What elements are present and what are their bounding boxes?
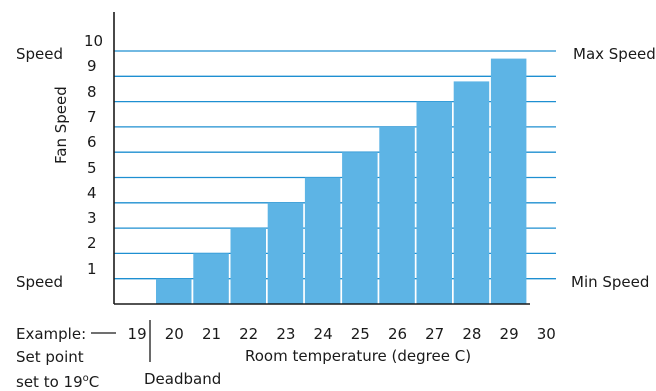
y-tick-1: 1 — [87, 259, 97, 278]
x-axis-title: Room temperature (degree C) — [245, 347, 472, 365]
bar-20 — [156, 278, 192, 304]
y-tick-4: 4 — [87, 183, 97, 202]
bar-28 — [453, 81, 490, 305]
bar-25 — [342, 152, 378, 304]
x-tick-23: 23 — [276, 325, 296, 343]
x-tick-24: 24 — [313, 325, 333, 343]
bar-22 — [230, 228, 266, 304]
x-tick-19: 19 — [127, 325, 147, 343]
x-tick-28: 28 — [462, 325, 482, 343]
set-point-prefix: set to 19 — [16, 373, 83, 391]
y-tick-2: 2 — [87, 234, 97, 253]
bar-29 — [490, 58, 527, 304]
bar-27 — [416, 101, 452, 304]
bar-24 — [304, 177, 341, 304]
axes — [91, 12, 530, 362]
set-point-value: set to 19oC — [16, 370, 99, 391]
y-tick-10: 10 — [84, 32, 104, 50]
deadband-label: Deadband — [144, 370, 222, 388]
y-tick-5: 5 — [87, 158, 97, 177]
y-tick-7: 7 — [87, 107, 97, 126]
x-tick-25: 25 — [350, 325, 370, 343]
y-tick-8: 8 — [87, 82, 97, 101]
bar-21 — [193, 253, 229, 304]
x-tick-27: 27 — [425, 325, 445, 343]
y-tick-6: 6 — [87, 133, 97, 152]
speed-label-top: Speed — [16, 45, 64, 63]
degree-mark: o — [82, 373, 89, 384]
y-tick-3: 3 — [87, 209, 97, 228]
min-speed-label: Min Speed — [571, 273, 650, 291]
bar-23 — [267, 202, 304, 304]
x-tick-21: 21 — [201, 325, 222, 343]
y-axis-title: Fan Speed — [52, 86, 70, 164]
y-tick-9: 9 — [87, 57, 97, 76]
x-tick-30: 30 — [536, 325, 556, 343]
bars — [156, 58, 527, 305]
example-label: Example: — [16, 325, 87, 343]
set-point-unit: C — [88, 373, 100, 391]
max-speed-label: Max Speed — [573, 45, 656, 63]
bar-26 — [379, 126, 415, 305]
x-tick-22: 22 — [239, 325, 259, 343]
speed-label-bottom: Speed — [16, 273, 64, 291]
set-point-label: Set point — [16, 348, 84, 366]
x-tick-29: 29 — [499, 325, 519, 343]
x-tick-20: 20 — [164, 325, 184, 343]
x-tick-26: 26 — [387, 325, 408, 343]
